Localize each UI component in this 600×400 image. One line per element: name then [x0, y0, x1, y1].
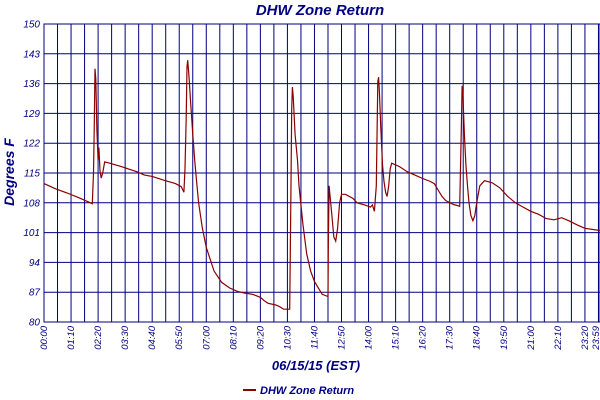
x-tick-label: 04:40 [147, 325, 158, 349]
y-axis-label: Degrees F [1, 138, 17, 206]
x-tick-label: 09:20 [255, 325, 266, 349]
x-tick-labels: 00:00 01:10 02:20 03:30 04:40 05:50 07:00 08:10… [39, 325, 600, 350]
y-tick-label: 80 [29, 318, 41, 329]
legend-label: DHW Zone Return [260, 385, 354, 397]
y-tick-label: 143 [23, 49, 40, 60]
x-tick-label: 22:10 [553, 325, 564, 350]
x-tick-label: 02:20 [93, 325, 104, 349]
y-tick-labels: 80 87 94 101 108 115 122 129 136 143 150 [23, 20, 40, 329]
y-tick-label: 129 [23, 109, 40, 120]
plot-area [43, 23, 600, 323]
x-tick-label: 19:50 [499, 325, 510, 349]
x-tick-label: 07:00 [201, 325, 212, 349]
y-tick-label: 150 [23, 20, 40, 31]
x-tick-label: 16:20 [418, 325, 429, 349]
x-tick-label: 03:30 [120, 325, 131, 349]
x-tick-label: 18:40 [472, 325, 483, 349]
series-line-dhw-zone-return [43, 60, 600, 310]
x-tick-label: 08:10 [228, 325, 239, 349]
x-tick-label: 10:30 [282, 325, 293, 349]
x-tick-label: 00:00 [39, 325, 50, 349]
y-tick-label: 115 [24, 169, 40, 180]
chart-title: DHW Zone Return [256, 2, 384, 19]
x-tick-label: 05:50 [174, 325, 185, 349]
x-tick-label: 14:00 [364, 325, 375, 349]
x-axis-label: 06/15/15 (EST) [272, 358, 360, 373]
y-tick-label: 122 [23, 139, 40, 150]
x-tick-label: 23:59 [591, 325, 600, 350]
x-tick-label: 15:10 [391, 325, 402, 349]
x-tick-label: 21:00 [526, 325, 537, 350]
y-tick-label: 101 [23, 228, 40, 239]
x-tick-label: 01:10 [66, 325, 77, 349]
y-tick-label: 87 [29, 288, 41, 299]
x-tick-label: 23:20 [580, 325, 591, 350]
grid-lines [44, 23, 600, 323]
y-tick-label: 136 [23, 79, 40, 90]
x-tick-label: 12:50 [337, 325, 348, 349]
x-tick-label: 11:40 [309, 325, 320, 349]
x-tick-label: 17:30 [445, 325, 456, 349]
y-tick-label: 108 [23, 198, 40, 209]
y-tick-label: 94 [29, 258, 41, 269]
